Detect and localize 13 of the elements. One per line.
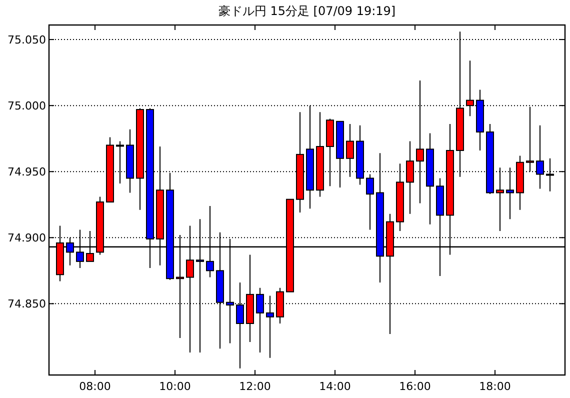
x-tick-label: 10:00 [159,380,191,393]
candlestick [366,174,374,230]
x-tick-label: 12:00 [239,380,271,393]
y-tick-label: 75.050 [8,34,46,47]
y-tick-label: 74.850 [8,298,46,311]
x-tick-label: 14:00 [319,380,351,393]
y-tick-label: 75.000 [8,100,46,113]
y-tick-label: 74.950 [8,166,46,179]
x-tick-label: 18:00 [479,380,511,393]
chart-title: 豪ドル円 15分足 [07/09 19:19] [218,4,396,18]
x-tick-label: 16:00 [399,380,431,393]
x-tick-label: 08:00 [79,380,111,393]
y-tick-label: 74.900 [8,232,46,245]
